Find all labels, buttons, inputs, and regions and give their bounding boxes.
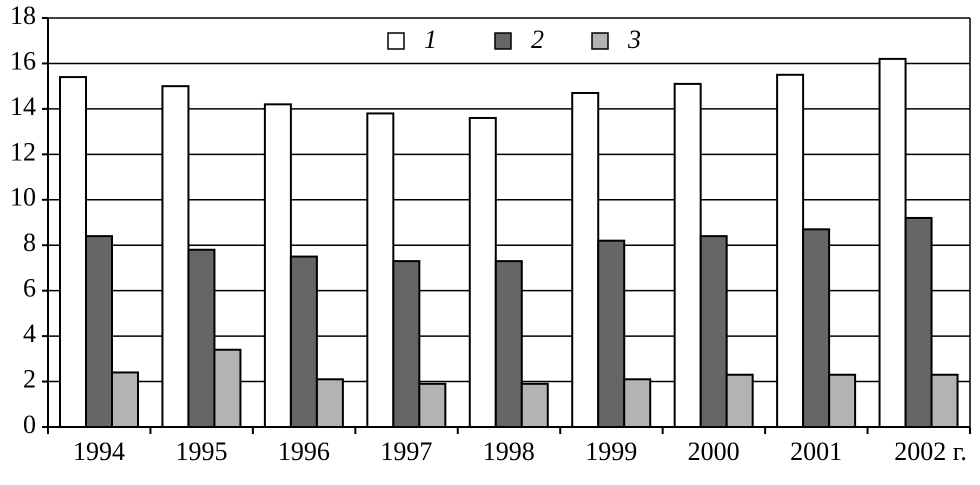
- x-tick-label: 2000: [688, 437, 740, 466]
- bar: [904, 216, 933, 428]
- bar: [623, 378, 652, 428]
- bar: [520, 382, 549, 429]
- x-tick-label: 1996: [278, 437, 330, 466]
- y-tick-label: 0: [23, 410, 36, 439]
- bar: [802, 228, 831, 428]
- bar: [111, 371, 139, 429]
- legend-background: [375, 26, 655, 56]
- bar: [828, 373, 857, 429]
- legend-label: 2: [531, 25, 544, 54]
- y-tick-label: 8: [23, 228, 36, 257]
- y-tick-label: 10: [10, 183, 36, 212]
- y-tick-label: 16: [10, 46, 36, 75]
- bar: [392, 260, 421, 428]
- bar: [930, 373, 959, 429]
- bar: [776, 73, 805, 429]
- x-tick-label: 1998: [483, 437, 535, 466]
- bar: [673, 82, 702, 429]
- legend-label: 3: [627, 25, 641, 54]
- bar: [418, 382, 447, 429]
- x-tick-label: 1999: [585, 437, 637, 466]
- bar: [571, 91, 600, 428]
- y-tick-label: 4: [23, 319, 36, 348]
- x-tick-label: 1994: [73, 437, 125, 466]
- bar: [725, 373, 754, 429]
- x-tick-label: 1997: [380, 437, 432, 466]
- bar: [699, 235, 728, 428]
- legend-label: 1: [424, 25, 437, 54]
- bar: [85, 235, 113, 428]
- legend-swatch: [494, 32, 512, 50]
- legend-swatch: [591, 32, 609, 50]
- bar: [366, 112, 395, 429]
- bar: [597, 239, 626, 428]
- y-tick-label: 2: [23, 365, 36, 394]
- y-tick-label: 14: [10, 92, 36, 121]
- y-tick-label: 6: [23, 274, 36, 303]
- x-tick-label: 1995: [175, 437, 227, 466]
- bar: [59, 76, 87, 428]
- bar: [187, 248, 216, 428]
- bar: [161, 85, 190, 429]
- bar: [468, 116, 497, 428]
- bar: [315, 378, 344, 428]
- bar: [213, 348, 242, 428]
- bar: [878, 57, 907, 429]
- y-tick-label: 12: [10, 137, 36, 166]
- bar: [263, 103, 292, 428]
- x-tick-label: 2001: [790, 437, 842, 466]
- bar: [289, 255, 318, 429]
- x-tick-label: 2002 г.: [894, 437, 967, 466]
- y-tick-label: 18: [10, 1, 36, 30]
- legend-swatch: [387, 32, 405, 50]
- bar: [494, 260, 523, 428]
